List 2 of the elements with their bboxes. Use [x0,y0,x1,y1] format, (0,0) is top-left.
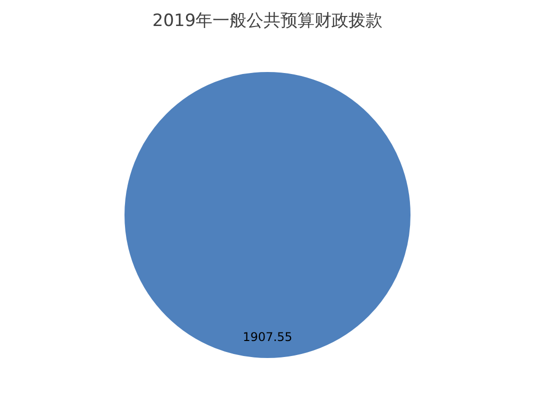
chart-title: 2019年一般公共预算财政拨款 [152,11,383,31]
data-label: 1907.55 [242,330,292,344]
